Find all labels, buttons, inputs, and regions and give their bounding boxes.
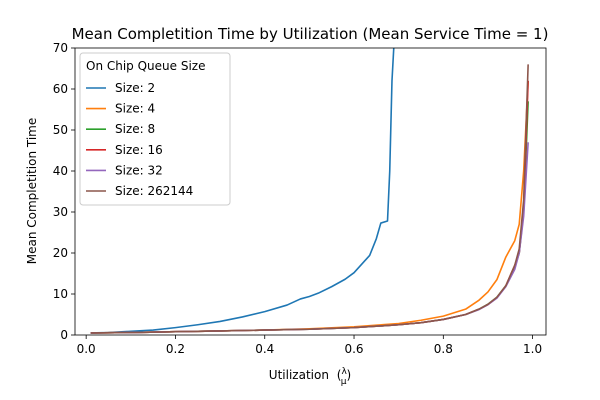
y-tick-label: 30 <box>53 205 68 219</box>
y-axis: 0 10 20 30 40 50 60 70 <box>53 41 75 342</box>
x-tick-label: 0.0 <box>77 342 96 356</box>
y-tick-label: 0 <box>60 328 68 342</box>
y-axis-label: Mean Completition Time <box>25 118 39 264</box>
series-layer <box>90 48 529 334</box>
x-tick-label: 0.8 <box>434 342 453 356</box>
chart-title: Mean Completition Time by Utilization (M… <box>72 25 549 43</box>
series-line <box>90 64 529 334</box>
x-axis-label-text: Utilization <box>269 368 329 382</box>
x-axis-label-mu: μ <box>341 377 347 387</box>
legend-title: On Chip Queue Size <box>86 59 205 73</box>
x-axis-label-fraction: ( <box>333 368 342 382</box>
y-tick-label: 10 <box>53 287 68 301</box>
legend: On Chip Queue Size Size: 2 Size: 4 Size: 8… <box>79 52 231 206</box>
legend-label: Size: 16 <box>115 143 163 157</box>
y-tick-label: 60 <box>53 82 68 96</box>
y-tick-label: 50 <box>53 123 68 137</box>
y-tick-label: 20 <box>53 246 68 260</box>
plot-frame <box>74 47 547 336</box>
x-axis: 0.0 0.2 0.4 0.6 0.8 1.0 <box>77 335 542 356</box>
x-axis-label-lambda: λ <box>341 367 347 377</box>
series-line <box>90 48 395 334</box>
x-tick-label: 1.0 <box>523 342 542 356</box>
legend-label: Size: 4 <box>115 102 155 116</box>
x-tick-label: 0.6 <box>344 342 363 356</box>
legend-box <box>79 52 231 206</box>
y-tick-label: 40 <box>53 164 68 178</box>
x-tick-label: 0.4 <box>255 342 274 356</box>
y-tick-label: 70 <box>53 41 68 55</box>
x-tick-label: 0.2 <box>166 342 185 356</box>
legend-label: Size: 32 <box>115 163 163 177</box>
x-axis-label: Utilization (λ μ) <box>269 367 351 387</box>
x-axis-label-close: ) <box>347 368 352 382</box>
legend-label: Size: 8 <box>115 122 155 136</box>
legend-label: Size: 262144 <box>115 184 193 198</box>
legend-label: Size: 2 <box>115 81 155 95</box>
